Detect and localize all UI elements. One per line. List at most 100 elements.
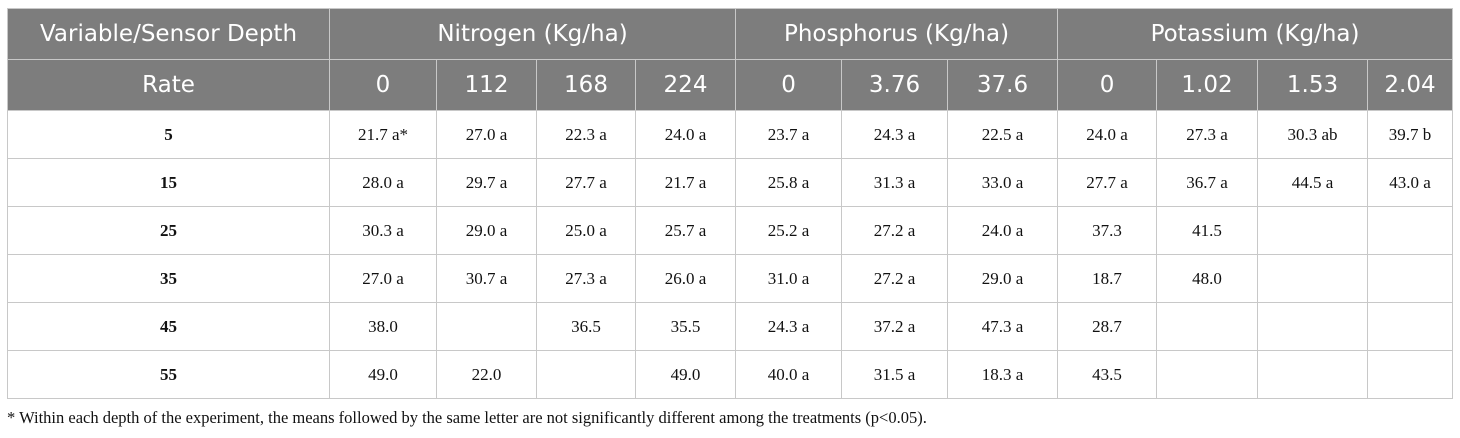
table-row: 35 27.0 a 30.7 a 27.3 a 26.0 a 31.0 a 27.2 a 29… bbox=[7, 254, 1454, 303]
value-cell: 30.3 a bbox=[329, 206, 437, 255]
value-cell: 24.0 a bbox=[1057, 110, 1158, 159]
table-row: 15 28.0 a 29.7 a 27.7 a 21.7 a 25.8 a 31.3 a 33… bbox=[7, 158, 1454, 207]
value-cell bbox=[1367, 206, 1454, 255]
rate-cell: 3.76 bbox=[841, 59, 949, 111]
value-cell: 30.3 ab bbox=[1257, 110, 1369, 159]
value-cell: 31.3 a bbox=[841, 158, 949, 207]
value-cell: 21.7 a* bbox=[329, 110, 437, 159]
potassium-header: Potassium (Kg/ha) bbox=[1057, 8, 1454, 60]
rate-cell: 2.04 bbox=[1367, 59, 1454, 111]
footnote: * Within each depth of the experiment, t… bbox=[7, 408, 927, 427]
value-cell: 48.0 bbox=[1156, 254, 1259, 303]
value-cell: 25.8 a bbox=[735, 158, 843, 207]
value-cell: 36.5 bbox=[536, 302, 636, 351]
value-cell bbox=[1367, 302, 1454, 351]
depth-cell: 55 bbox=[7, 350, 330, 399]
rate-cell: 0 bbox=[735, 59, 843, 111]
value-cell: 24.3 a bbox=[841, 110, 949, 159]
table-row: 25 30.3 a 29.0 a 25.0 a 25.7 a 25.2 a 27.2 a 24… bbox=[7, 206, 1454, 255]
value-cell bbox=[1156, 350, 1259, 399]
value-cell: 27.2 a bbox=[841, 206, 949, 255]
depth-cell: 45 bbox=[7, 302, 330, 351]
depth-cell: 35 bbox=[7, 254, 330, 303]
header-row-groups: Variable/Sensor Depth Nitrogen (Kg/ha) P… bbox=[7, 8, 1454, 60]
value-cell: 27.7 a bbox=[536, 158, 636, 207]
value-cell: 38.0 bbox=[329, 302, 437, 351]
value-cell bbox=[1257, 206, 1369, 255]
value-cell: 41.5 bbox=[1156, 206, 1259, 255]
value-cell: 18.7 bbox=[1057, 254, 1158, 303]
value-cell: 44.5 a bbox=[1257, 158, 1369, 207]
results-table: Variable/Sensor Depth Nitrogen (Kg/ha) P… bbox=[7, 8, 1454, 399]
value-cell bbox=[1257, 350, 1369, 399]
value-cell: 26.0 a bbox=[634, 254, 737, 303]
rate-cell: 224 bbox=[634, 59, 737, 111]
value-cell: 33.0 a bbox=[947, 158, 1059, 207]
table-row: 55 49.0 22.0 49.0 40.0 a 31.5 a 18.3 a 43.5 bbox=[7, 350, 1454, 399]
table-body: 5 21.7 a* 27.0 a 22.3 a 24.0 a 23.7 a 24.3 a 22… bbox=[7, 110, 1454, 399]
depth-cell: 5 bbox=[7, 110, 330, 159]
value-cell: 37.2 a bbox=[841, 302, 949, 351]
value-cell: 21.7 a bbox=[634, 158, 737, 207]
depth-cell: 25 bbox=[7, 206, 330, 255]
value-cell: 29.0 a bbox=[947, 254, 1059, 303]
variable-header: Variable/Sensor Depth bbox=[7, 8, 330, 60]
value-cell: 24.0 a bbox=[947, 206, 1059, 255]
phosphorus-header: Phosphorus (Kg/ha) bbox=[735, 8, 1059, 60]
value-cell: 27.0 a bbox=[436, 110, 537, 159]
value-cell: 31.0 a bbox=[735, 254, 843, 303]
rate-cell: 0 bbox=[1057, 59, 1158, 111]
value-cell: 18.3 a bbox=[947, 350, 1059, 399]
value-cell: 31.5 a bbox=[841, 350, 949, 399]
value-cell: 29.0 a bbox=[436, 206, 537, 255]
value-cell bbox=[436, 302, 537, 351]
value-cell: 22.5 a bbox=[947, 110, 1059, 159]
value-cell: 22.3 a bbox=[536, 110, 636, 159]
value-cell: 28.7 bbox=[1057, 302, 1158, 351]
rate-cell: 112 bbox=[436, 59, 537, 111]
value-cell: 24.3 a bbox=[735, 302, 843, 351]
value-cell bbox=[1257, 302, 1369, 351]
value-cell: 39.7 b bbox=[1367, 110, 1454, 159]
value-cell: 40.0 a bbox=[735, 350, 843, 399]
value-cell: 36.7 a bbox=[1156, 158, 1259, 207]
value-cell: 27.7 a bbox=[1057, 158, 1158, 207]
table-row: 5 21.7 a* 27.0 a 22.3 a 24.0 a 23.7 a 24.3 a 22… bbox=[7, 110, 1454, 159]
rate-header: Rate bbox=[7, 59, 330, 111]
value-cell: 35.5 bbox=[634, 302, 737, 351]
rate-cell: 1.02 bbox=[1156, 59, 1259, 111]
value-cell: 27.3 a bbox=[536, 254, 636, 303]
value-cell: 27.0 a bbox=[329, 254, 437, 303]
value-cell: 28.0 a bbox=[329, 158, 437, 207]
value-cell: 49.0 bbox=[329, 350, 437, 399]
value-cell bbox=[1367, 254, 1454, 303]
value-cell: 47.3 a bbox=[947, 302, 1059, 351]
value-cell: 25.7 a bbox=[634, 206, 737, 255]
value-cell: 49.0 bbox=[634, 350, 737, 399]
value-cell bbox=[536, 350, 636, 399]
value-cell bbox=[1257, 254, 1369, 303]
rate-cell: 168 bbox=[536, 59, 636, 111]
value-cell: 25.0 a bbox=[536, 206, 636, 255]
rate-cell: 0 bbox=[329, 59, 437, 111]
value-cell: 43.0 a bbox=[1367, 158, 1454, 207]
value-cell bbox=[1156, 302, 1259, 351]
value-cell: 27.3 a bbox=[1156, 110, 1259, 159]
value-cell: 27.2 a bbox=[841, 254, 949, 303]
value-cell: 22.0 bbox=[436, 350, 537, 399]
value-cell: 24.0 a bbox=[634, 110, 737, 159]
value-cell: 43.5 bbox=[1057, 350, 1158, 399]
value-cell bbox=[1367, 350, 1454, 399]
header-row-rates: Rate 0 112 168 224 0 3.76 37.6 0 1.02 1.… bbox=[7, 59, 1454, 111]
value-cell: 23.7 a bbox=[735, 110, 843, 159]
table-header: Variable/Sensor Depth Nitrogen (Kg/ha) P… bbox=[7, 8, 1454, 111]
nitrogen-header: Nitrogen (Kg/ha) bbox=[328, 8, 737, 60]
table-row: 45 38.0 36.5 35.5 24.3 a 37.2 a 47.3 a 28.7 bbox=[7, 302, 1454, 351]
value-cell: 25.2 a bbox=[735, 206, 843, 255]
value-cell: 37.3 bbox=[1057, 206, 1158, 255]
value-cell: 30.7 a bbox=[436, 254, 537, 303]
depth-cell: 15 bbox=[7, 158, 330, 207]
rate-cell: 37.6 bbox=[947, 59, 1059, 111]
value-cell: 29.7 a bbox=[436, 158, 537, 207]
rate-cell: 1.53 bbox=[1257, 59, 1369, 111]
